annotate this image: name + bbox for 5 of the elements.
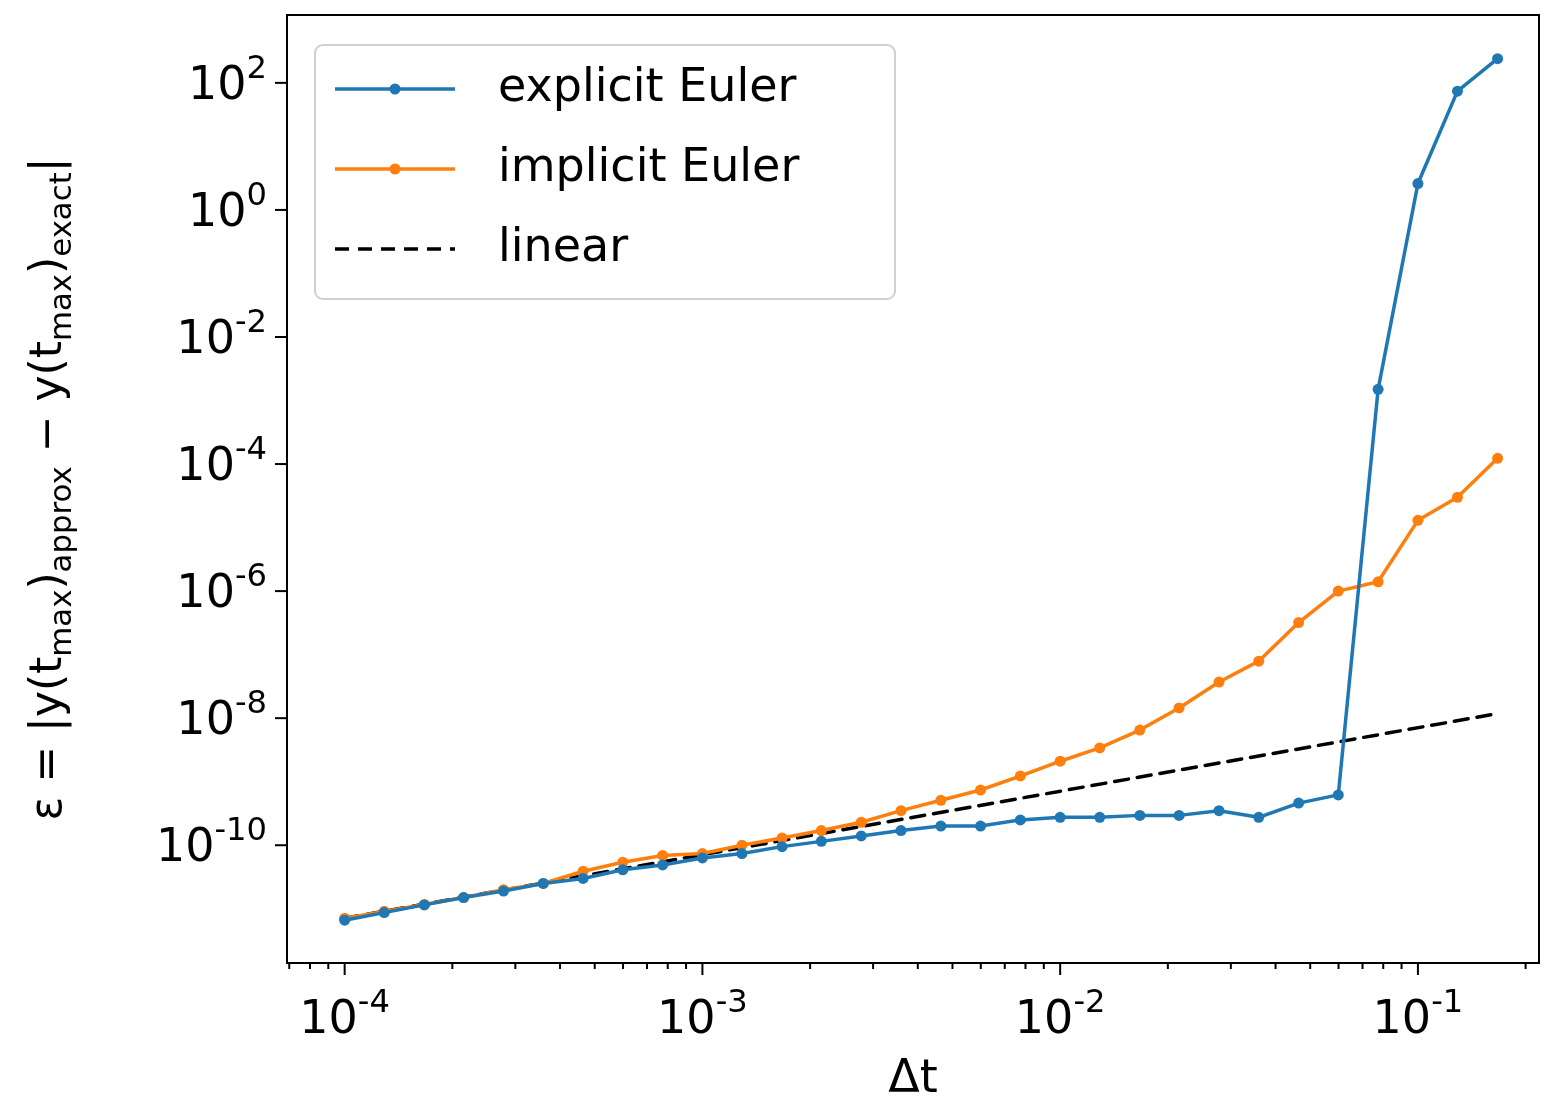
legend-label: explicit Euler — [498, 57, 797, 112]
x-axis-title: Δt — [888, 1048, 938, 1103]
legend-label: linear — [498, 217, 629, 272]
text: ε = |y(tmax)approx − y(tmax)exact| — [20, 157, 79, 821]
legend-label: implicit Euler — [498, 137, 800, 192]
